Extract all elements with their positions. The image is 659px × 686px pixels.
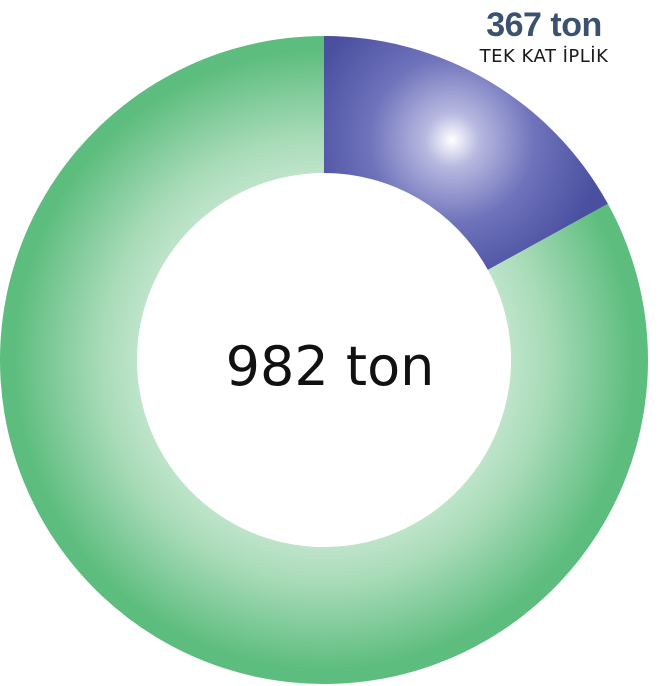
slice-category-label: TEK KAT İPLİK bbox=[479, 46, 610, 67]
donut-slice-remainder bbox=[0, 36, 648, 684]
donut-slice-tek-kat-iplik bbox=[324, 36, 608, 270]
slice-value-label: 367 ton bbox=[486, 6, 602, 44]
donut-center-total: 982 ton bbox=[226, 335, 435, 398]
